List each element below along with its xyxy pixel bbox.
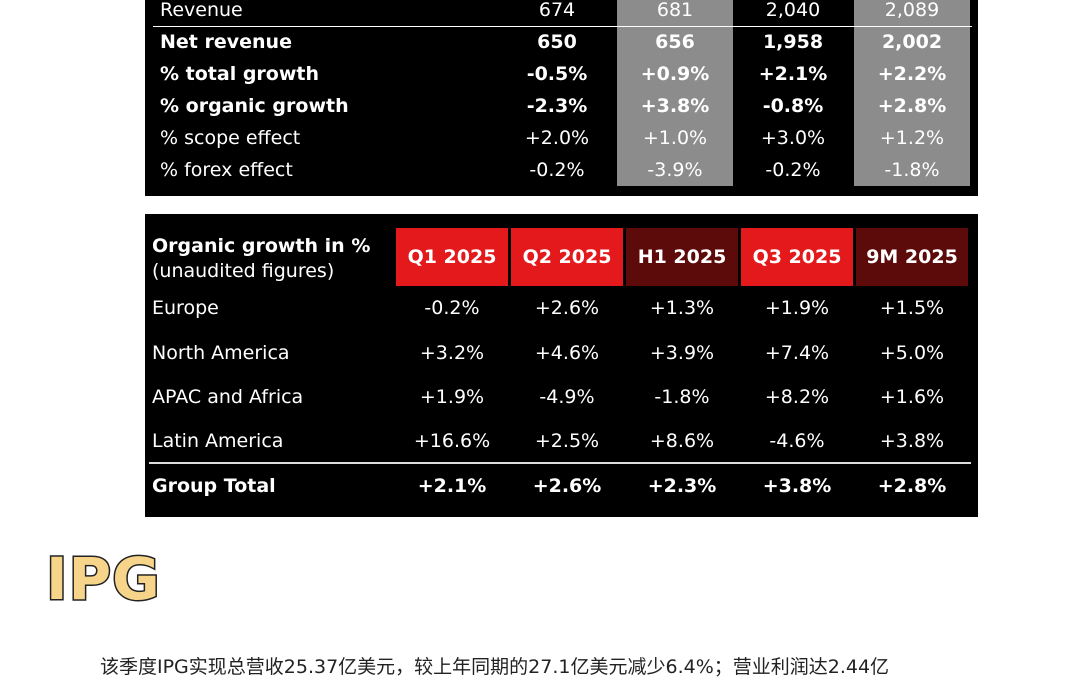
cell-value: -1.8% <box>654 386 710 408</box>
row-label: % organic growth <box>160 95 349 117</box>
cell-value: +1.5% <box>879 297 945 319</box>
row-separator <box>153 26 972 27</box>
cell-value: +0.9% <box>640 63 710 85</box>
row-label: APAC and Africa <box>152 386 304 408</box>
cell-value: +3.0% <box>760 127 826 149</box>
cell-value: -1.8% <box>884 159 940 181</box>
row-label: Net revenue <box>160 31 292 53</box>
corner-line: (unaudited figures) <box>152 260 335 282</box>
cell-value: +4.6% <box>534 342 600 364</box>
total-separator <box>149 462 971 464</box>
cell-value: 674 <box>538 0 576 21</box>
cell-value: +2.6% <box>532 475 602 497</box>
cell-value: 1,958 <box>762 31 824 53</box>
cell-value: -0.2% <box>529 159 585 181</box>
cell-value: +2.3% <box>647 475 717 497</box>
cell-value: +2.2% <box>877 63 947 85</box>
row-label: Europe <box>152 297 219 319</box>
row-label: Latin America <box>152 430 284 452</box>
financial-table: Revenue 674 681 2,040 2,089 Net revenue 650 656… <box>145 0 978 196</box>
section-heading: IPG <box>45 544 162 615</box>
cell-value: 650 <box>537 31 577 53</box>
cell-value: +8.2% <box>764 386 830 408</box>
cell-value: -0.2% <box>765 159 821 181</box>
cell-value: +16.6% <box>413 430 491 452</box>
cell-value: +3.2% <box>419 342 485 364</box>
cell-value: 2,002 <box>881 31 943 53</box>
cell-value: +2.6% <box>534 297 600 319</box>
cell-value: +2.0% <box>524 127 590 149</box>
cell-value: +3.8% <box>879 430 945 452</box>
column-header: 9M 2025 <box>856 228 968 286</box>
row-label: % scope effect <box>160 127 301 149</box>
cell-value: 681 <box>656 0 694 21</box>
cell-value: -4.6% <box>769 430 825 452</box>
cell-value: +2.8% <box>877 475 947 497</box>
cell-value: -0.2% <box>424 297 480 319</box>
cell-value: -3.9% <box>647 159 703 181</box>
highlight-column <box>854 0 970 186</box>
cell-value: +3.9% <box>649 342 715 364</box>
row-label: Group Total <box>152 475 276 497</box>
column-header: Q3 2025 <box>741 228 853 286</box>
organic-growth-table: Organic growth in % (unaudited figures) Q1… <box>145 214 978 517</box>
cell-value: +8.6% <box>649 430 715 452</box>
column-header: Q2 2025 <box>511 228 623 286</box>
cell-value: -0.5% <box>526 63 588 85</box>
cell-value: +1.9% <box>419 386 485 408</box>
cell-value: +2.1% <box>417 475 487 497</box>
row-label: % forex effect <box>160 159 293 181</box>
highlight-column <box>617 0 733 186</box>
column-header: H1 2025 <box>626 228 738 286</box>
cell-value: +2.1% <box>758 63 828 85</box>
cell-value: 656 <box>655 31 695 53</box>
cell-value: +2.8% <box>877 95 947 117</box>
cell-value: 2,040 <box>765 0 821 21</box>
row-label: % total growth <box>160 63 320 85</box>
cell-value: -4.9% <box>539 386 595 408</box>
column-header: Q1 2025 <box>396 228 508 286</box>
cell-value: +3.8% <box>640 95 710 117</box>
cell-value: +1.6% <box>879 386 945 408</box>
cell-value: -0.8% <box>762 95 824 117</box>
cell-value: +1.0% <box>642 127 708 149</box>
cell-value: +1.2% <box>879 127 945 149</box>
cell-value: +2.5% <box>534 430 600 452</box>
corner-line: Organic growth in % <box>152 235 371 257</box>
cell-value: -2.3% <box>526 95 588 117</box>
cell-value: +3.8% <box>762 475 832 497</box>
corner-label: Organic growth in % (unaudited figures) <box>152 230 370 288</box>
row-label: Revenue <box>160 0 243 21</box>
cell-value: +1.9% <box>764 297 830 319</box>
cell-value: 2,089 <box>884 0 940 21</box>
cell-value: +7.4% <box>764 342 830 364</box>
row-label: North America <box>152 342 290 364</box>
paragraph: 该季度IPG实现总营收25.37亿美元，较上年同期的27.1亿美元减少6.4%；… <box>100 656 890 678</box>
cell-value: +5.0% <box>879 342 945 364</box>
cell-value: +1.3% <box>649 297 715 319</box>
